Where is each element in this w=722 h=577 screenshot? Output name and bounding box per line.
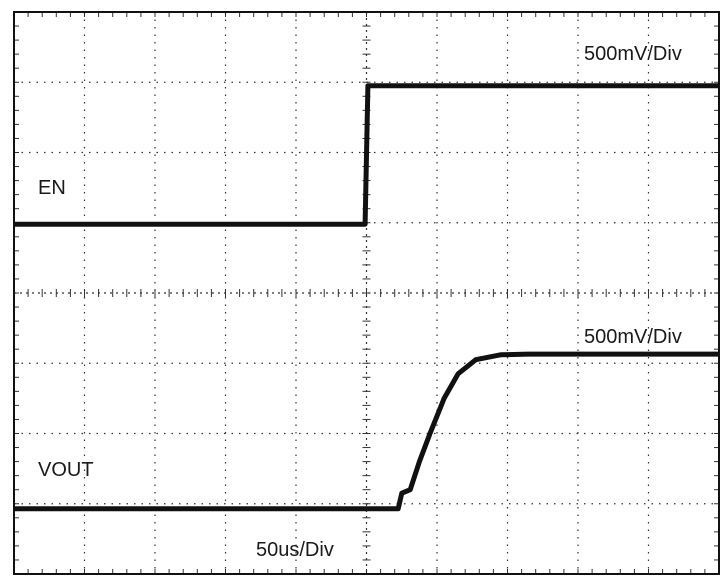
traces bbox=[14, 83, 719, 512]
trace-vout bbox=[14, 351, 719, 512]
plot-frame bbox=[13, 11, 720, 575]
vout-channel-label: VOUT bbox=[38, 459, 94, 481]
trace-en bbox=[14, 83, 719, 227]
vout-scale-label: 500mV/Div bbox=[584, 326, 682, 348]
en-scale-label: 500mV/Div bbox=[584, 43, 682, 65]
en-channel-label: EN bbox=[38, 177, 66, 199]
time-scale-label: 50us/Div bbox=[256, 539, 334, 561]
